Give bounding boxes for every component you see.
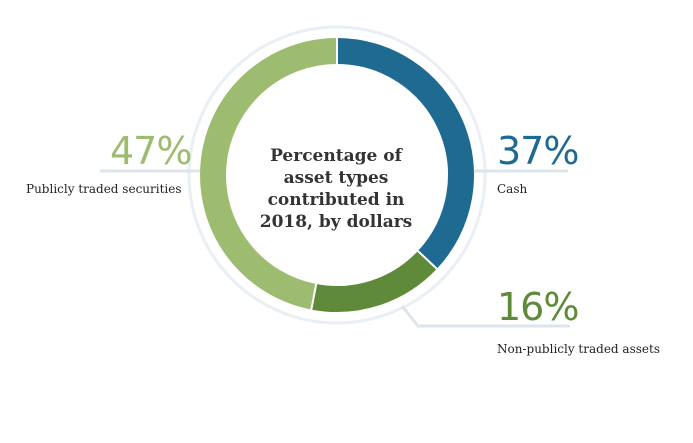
slice-label-nonpublic: Non-publicly traded assets [497, 342, 660, 356]
slice-value-public: 47% [110, 129, 192, 173]
leader-line-nonpublic [400, 305, 570, 328]
slice-label-public: Publicly traded securities [26, 182, 182, 196]
slice-value-nonpublic: 16% [497, 285, 579, 329]
slice-separator [310, 282, 318, 311]
slice-separator [416, 249, 439, 271]
slice-label-cash: Cash [497, 182, 528, 196]
chart-title: Percentage of asset types contributed in… [259, 146, 413, 232]
slice-nonpublic [311, 250, 437, 312]
outer-ring [187, 25, 487, 325]
slice-value-cash: 37% [497, 129, 579, 173]
slices-group [200, 37, 474, 312]
slice-public [200, 38, 338, 310]
slice-cash [336, 38, 474, 269]
